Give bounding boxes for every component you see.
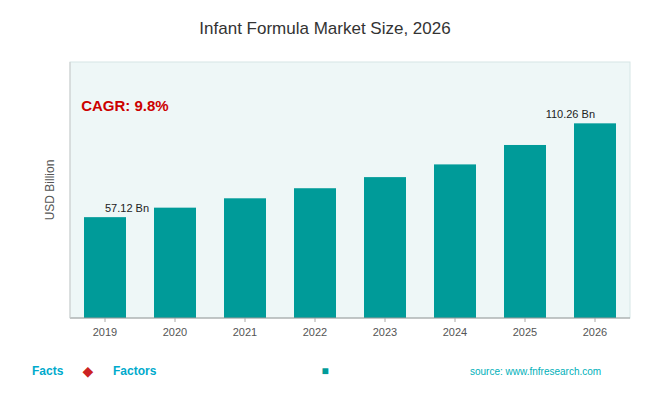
footer-marker: ■ — [321, 364, 328, 378]
x-tick — [595, 318, 596, 322]
x-tick-label: 2024 — [443, 326, 467, 338]
footer-logo-symbol: ◆ — [83, 363, 94, 379]
footer-logo-text: Factors — [113, 364, 157, 378]
x-tick — [455, 318, 456, 322]
x-tick-label: 2019 — [93, 326, 117, 338]
x-axis-line — [70, 318, 630, 319]
x-tick-label: 2021 — [233, 326, 257, 338]
title: Infant Formula Market Size, 2026 — [199, 19, 450, 38]
chart: Infant Formula Market Size, 2026 2019 2020… — [0, 0, 650, 400]
data-label: 110.26 Bn — [546, 108, 595, 120]
x-tick-label: 2023 — [373, 326, 397, 338]
bar — [294, 188, 336, 318]
bars — [84, 123, 616, 318]
cagr-text: CAGR: 9.8% — [81, 97, 169, 114]
bar — [154, 208, 196, 318]
x-tick — [315, 318, 316, 322]
x-tick-label: 2026 — [583, 326, 607, 338]
x-tick — [105, 318, 106, 322]
x-tick — [525, 318, 526, 322]
x-tick-label: 2020 — [163, 326, 187, 338]
bar — [574, 123, 616, 318]
footer-logo-text: Facts — [32, 364, 64, 378]
bar — [84, 217, 126, 318]
bar — [224, 198, 266, 318]
x-tick — [175, 318, 176, 322]
data-label: 57.12 Bn — [105, 202, 149, 214]
plot-area — [70, 62, 630, 318]
x-tick — [385, 318, 386, 322]
y-axis-label: USD Billion — [43, 160, 57, 221]
x-tick-label: 2025 — [513, 326, 537, 338]
footer-source: source: www.fnfresearch.com — [470, 366, 601, 377]
y-axis-line — [70, 62, 71, 318]
bar — [364, 177, 406, 318]
bar — [504, 145, 546, 318]
bar — [434, 164, 476, 318]
x-tick — [245, 318, 246, 322]
x-tick-label: 2022 — [303, 326, 327, 338]
